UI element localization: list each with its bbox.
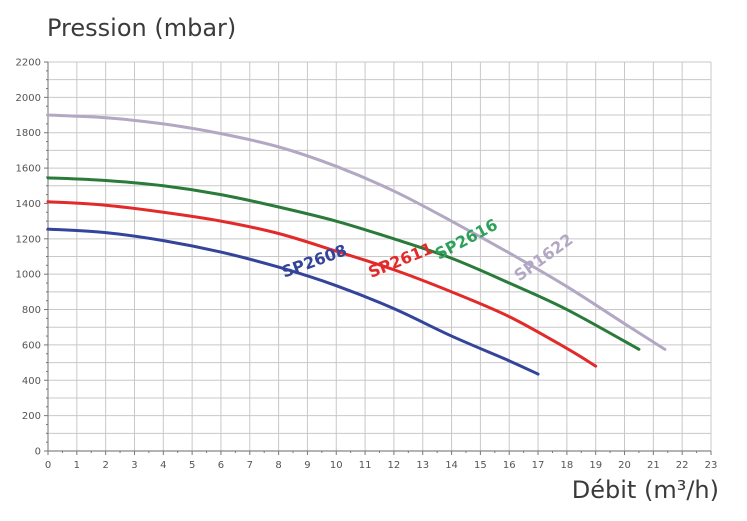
x-tick-label: 4 (160, 460, 166, 471)
series-label-sp2608: SP2608 (279, 241, 349, 282)
x-tick-label: 17 (532, 460, 545, 471)
x-tick-label: 9 (304, 460, 310, 471)
y-tick-label: 400 (22, 376, 41, 387)
x-tick-label: 13 (416, 460, 429, 471)
x-tick-label: 6 (218, 460, 224, 471)
series-line-sp2616 (46, 176, 641, 351)
x-tick-label: 5 (189, 460, 195, 471)
x-tick-label: 23 (705, 460, 718, 471)
x-tick-label: 1 (74, 460, 80, 471)
x-tick-label: 3 (131, 460, 137, 471)
x-tick-label: 14 (445, 460, 458, 471)
y-tick-label: 200 (22, 411, 41, 422)
y-tick-label: 1600 (16, 164, 41, 175)
y-tick-label: 800 (22, 305, 41, 316)
y-tick-label: 0 (35, 447, 41, 458)
series-label-sp2611: SP2611 (366, 239, 436, 282)
x-tick-label: 18 (561, 460, 574, 471)
y-tick-label: 1000 (16, 270, 41, 281)
y-tick-label: 1400 (16, 199, 41, 210)
series-line-sp2608 (46, 227, 540, 376)
x-tick-label: 21 (647, 460, 660, 471)
y-tick-label: 2000 (16, 93, 41, 104)
x-tick-label: 2 (102, 460, 108, 471)
y-tick-label: 2200 (16, 58, 41, 69)
y-axis-title: Pression (mbar) (47, 14, 237, 42)
series-line-sp1622 (46, 113, 667, 351)
y-tick-label: 600 (22, 340, 41, 351)
y-tick-label: 1800 (16, 128, 41, 139)
x-tick-label: 15 (474, 460, 487, 471)
x-tick-label: 20 (618, 460, 631, 471)
x-tick-label: 12 (388, 460, 401, 471)
x-axis-title: Débit (m³/h) (571, 476, 719, 504)
y-tick-label: 1200 (16, 234, 41, 245)
x-tick-label: 7 (247, 460, 253, 471)
x-tick-label: 10 (330, 460, 343, 471)
axes (44, 61, 712, 455)
tick-labels: 0200400600800100012001400160018002000220… (16, 58, 718, 472)
x-tick-label: 8 (275, 460, 281, 471)
series-group (46, 113, 667, 376)
series-line-sp2611 (46, 200, 598, 368)
x-tick-label: 22 (676, 460, 689, 471)
x-tick-label: 11 (359, 460, 372, 471)
x-tick-label: 19 (589, 460, 602, 471)
x-tick-label: 16 (503, 460, 516, 471)
x-tick-label: 0 (45, 460, 51, 471)
